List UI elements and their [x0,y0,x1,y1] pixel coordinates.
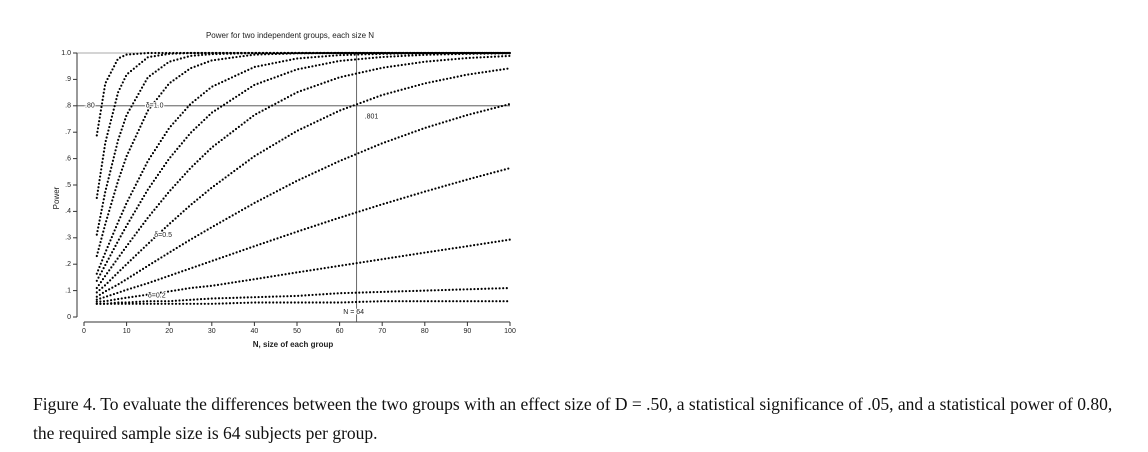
y-tick-label: .9 [65,76,71,83]
power-curve [95,238,512,303]
x-tick-label: 30 [208,328,216,335]
y-tick-label: .2 [65,261,71,268]
y-tick-label: .1 [65,287,71,294]
y-tick-label: .8 [65,103,71,110]
annotation: N = 64 [343,309,364,316]
power-curve [95,51,512,199]
power-curve [95,51,512,275]
annotation: δ=0.5 [154,232,172,239]
power-curve [95,54,512,290]
y-tick-label: .5 [65,182,71,189]
power-curve [95,167,512,301]
x-tick-label: 20 [165,328,173,335]
y-tick-label: .3 [65,235,71,242]
power-curve [95,300,512,305]
y-axis-label: Power [52,186,61,209]
y-tick-label: 1.0 [61,50,71,57]
x-tick-label: 10 [123,328,131,335]
power-curve [95,102,512,298]
power-curve [95,67,512,294]
y-tick-label: .4 [65,208,71,215]
power-curve [95,286,512,305]
x-tick-label: 50 [293,328,301,335]
annotation: .801 [365,114,379,121]
power-curve [95,51,512,258]
x-tick-label: 60 [336,328,344,335]
y-tick-label: .6 [65,155,71,162]
annotation: .80 [85,103,95,110]
x-tick-label: 40 [251,328,259,335]
x-tick-label: 100 [504,328,516,335]
chart-title: Power for two independent groups, each s… [206,31,374,40]
x-tick-label: 90 [464,328,472,335]
x-tick-label: 80 [421,328,429,335]
x-axis-label: N, size of each group [253,340,334,349]
y-tick-label: .7 [65,129,71,136]
power-curve [95,51,512,137]
y-tick-label: 0 [67,314,71,321]
annotation: δ=1.0 [146,103,164,110]
x-tick-label: 0 [82,328,86,335]
chart: Power for two independent groups, each s… [52,31,516,349]
annotation: δ=0.2 [148,293,166,300]
power-curve [95,52,512,282]
figure-caption: Figure 4. To evaluate the differences be… [33,394,1113,443]
x-tick-label: 70 [378,328,386,335]
